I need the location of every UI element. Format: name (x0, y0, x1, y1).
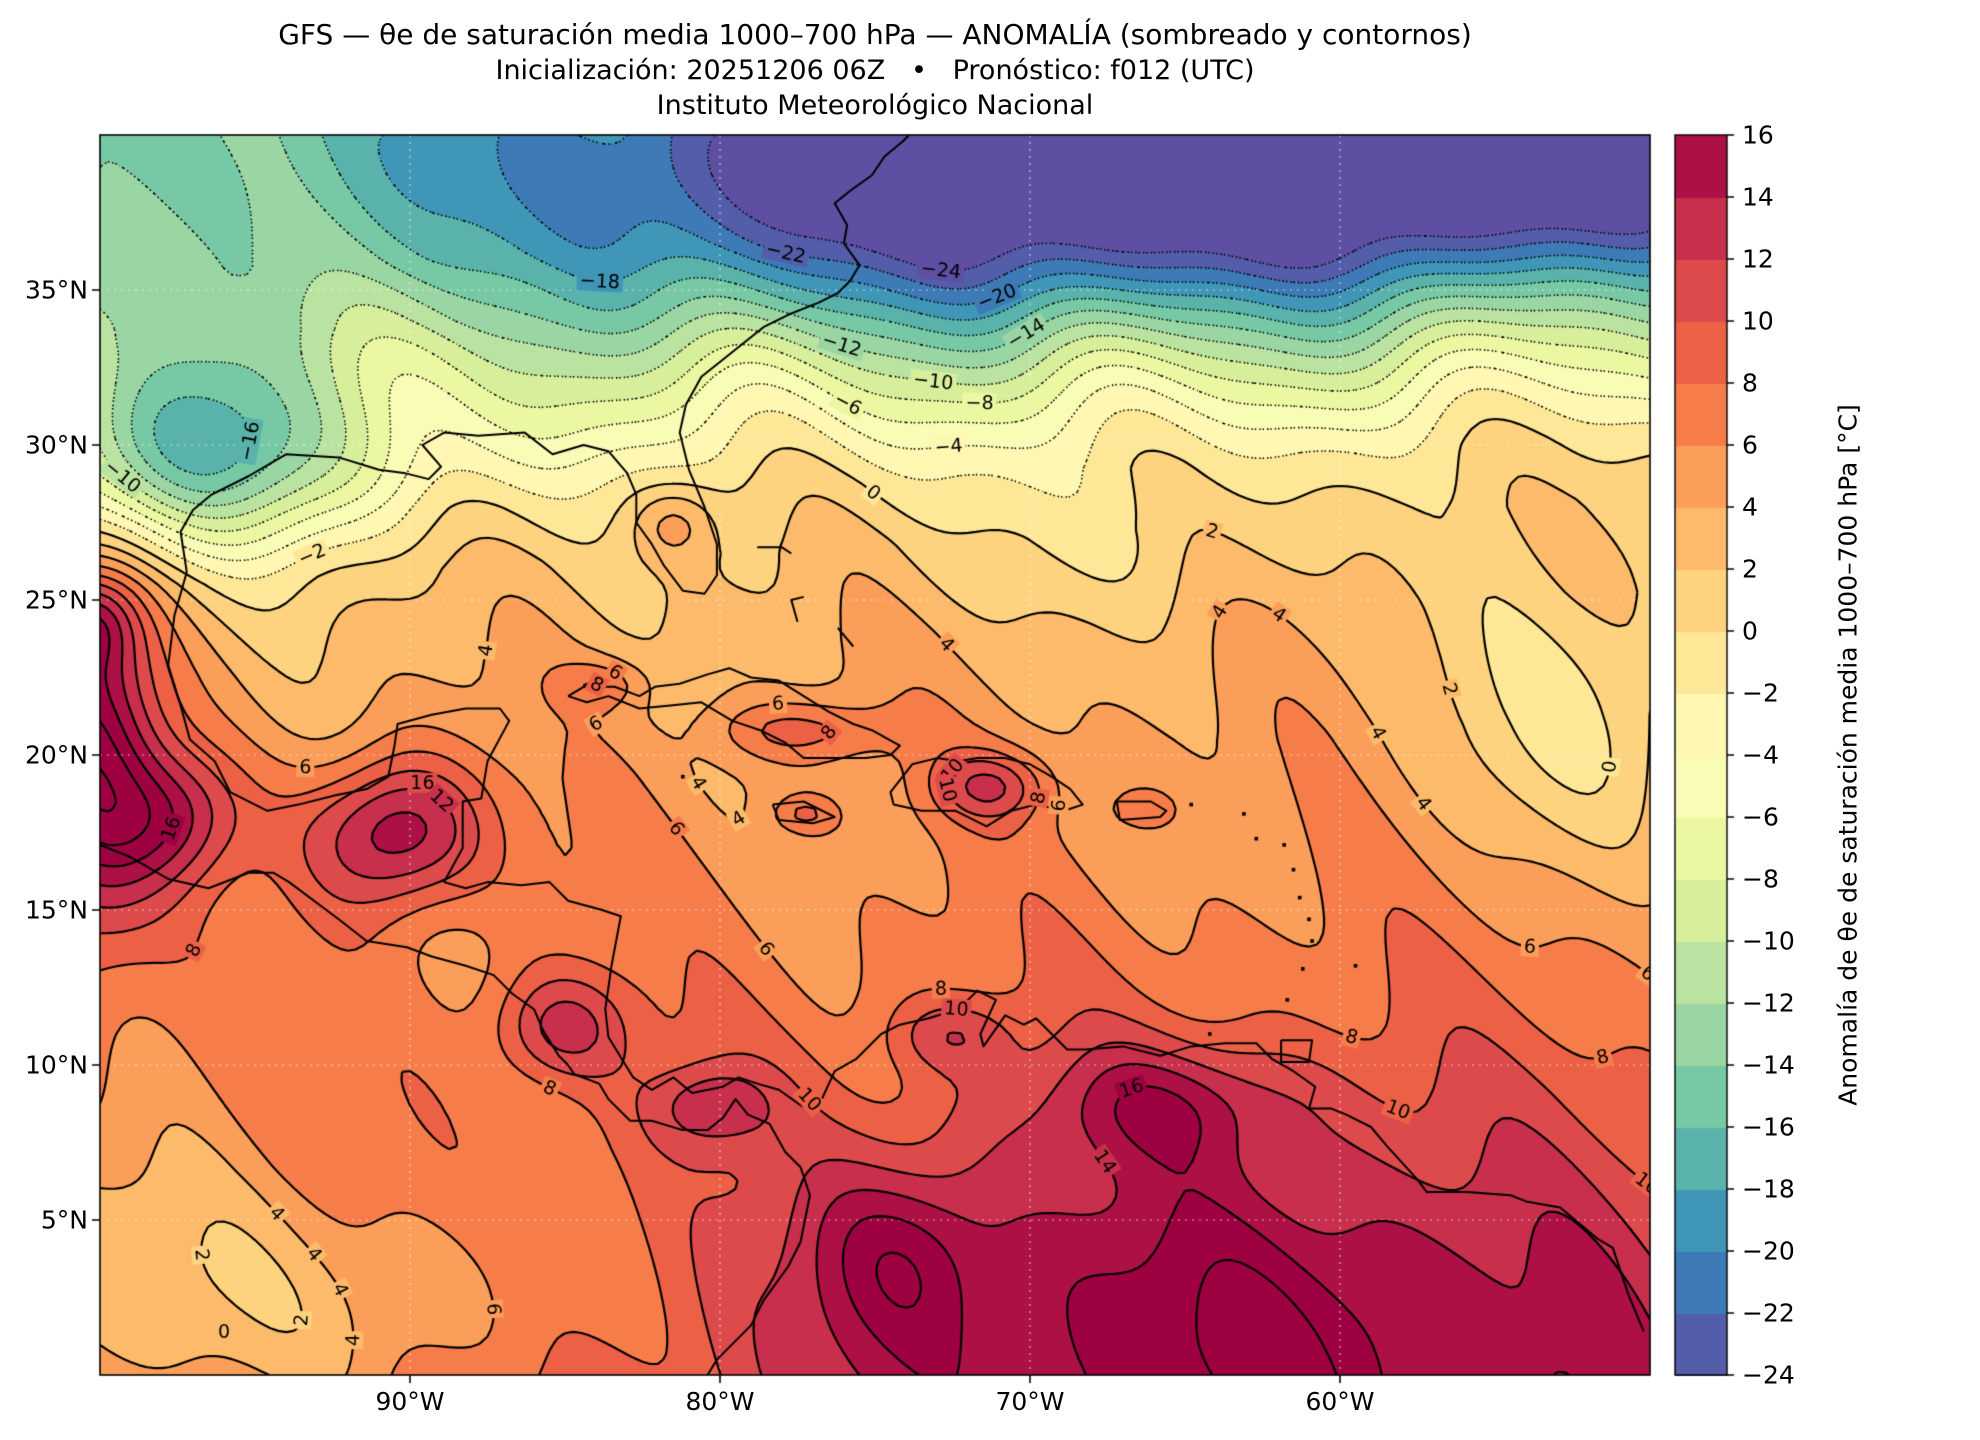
title-block: GFS — θe de saturación media 1000–700 hP… (100, 16, 1650, 123)
chart-subtitle: Inicialización: 20251206 06Z • Pronóstic… (495, 55, 1255, 86)
chart-institution: Instituto Meteorológico Nacional (656, 90, 1094, 121)
chart-title: GFS — θe de saturación media 1000–700 hP… (278, 18, 1472, 51)
colorbar-label: Anomalía de θe de saturación media 1000–… (1833, 404, 1863, 1106)
